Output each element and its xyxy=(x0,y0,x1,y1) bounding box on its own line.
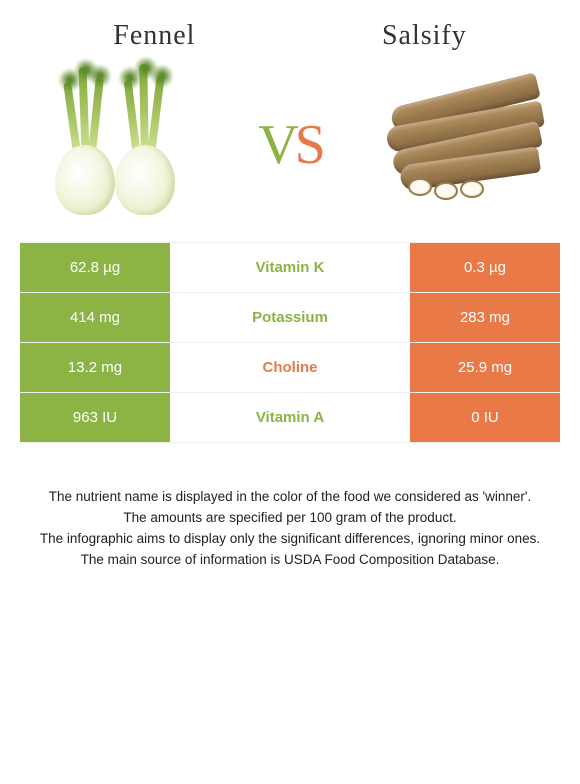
nutrient-label: Vitamin K xyxy=(170,243,410,292)
images-row: VS xyxy=(0,62,580,242)
table-row: 414 mg Potassium 283 mg xyxy=(20,293,560,343)
right-value: 283 mg xyxy=(410,293,560,342)
footer-line: The nutrient name is displayed in the co… xyxy=(35,488,545,507)
nutrient-label: Potassium xyxy=(170,293,410,342)
footer-line: The main source of information is USDA F… xyxy=(35,551,545,570)
right-value: 0 IU xyxy=(410,393,560,442)
footer-notes: The nutrient name is displayed in the co… xyxy=(0,443,580,592)
nutrient-label: Vitamin A xyxy=(170,393,410,442)
left-value: 62.8 µg xyxy=(20,243,170,292)
header-row: Fennel Salsify xyxy=(0,0,580,62)
footer-line: The infographic aims to display only the… xyxy=(35,530,545,549)
left-food-title: Fennel xyxy=(113,20,195,52)
table-row: 13.2 mg Choline 25.9 mg xyxy=(20,343,560,393)
vs-s: S xyxy=(295,114,322,176)
comparison-table: 62.8 µg Vitamin K 0.3 µg 414 mg Potassiu… xyxy=(20,242,560,443)
right-food-title: Salsify xyxy=(382,20,467,52)
left-value: 13.2 mg xyxy=(20,343,170,392)
salsify-image xyxy=(380,70,550,220)
table-row: 62.8 µg Vitamin K 0.3 µg xyxy=(20,243,560,293)
right-value: 0.3 µg xyxy=(410,243,560,292)
table-row: 963 IU Vitamin A 0 IU xyxy=(20,393,560,443)
left-value: 414 mg xyxy=(20,293,170,342)
right-value: 25.9 mg xyxy=(410,343,560,392)
vs-label: VS xyxy=(258,113,322,177)
vs-v: V xyxy=(258,114,294,176)
left-value: 963 IU xyxy=(20,393,170,442)
footer-line: The amounts are specified per 100 gram o… xyxy=(35,509,545,528)
fennel-image xyxy=(30,70,200,220)
nutrient-label: Choline xyxy=(170,343,410,392)
